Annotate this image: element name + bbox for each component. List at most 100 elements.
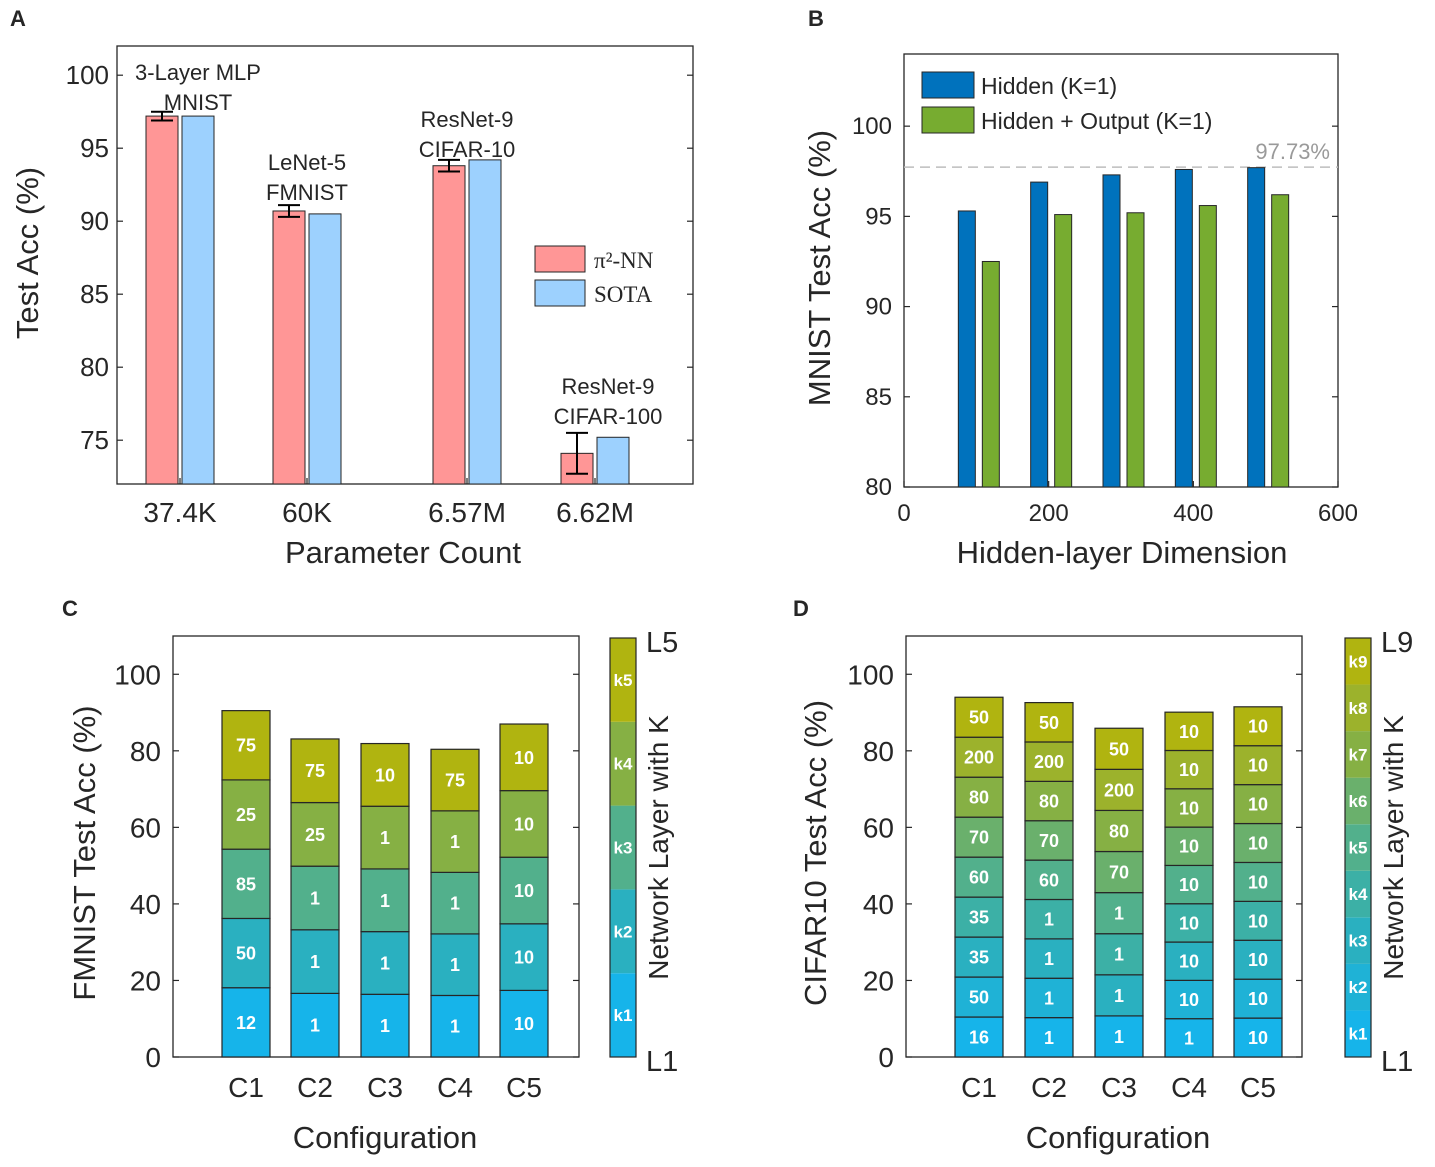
colorbar-segment xyxy=(610,805,636,890)
stack-segment xyxy=(1024,780,1074,822)
y-tick-label: 100 xyxy=(114,659,161,690)
colorbar-segment xyxy=(610,973,636,1057)
bar-sota xyxy=(468,159,502,485)
stack-segment xyxy=(499,923,549,992)
stack-segment xyxy=(1024,1017,1074,1058)
panel-b-ylabel: MNIST Test Acc (%) xyxy=(802,130,837,406)
segment-value-label: 10 xyxy=(514,881,534,901)
stack-segment xyxy=(221,779,271,850)
stack-segment xyxy=(1094,727,1144,770)
segment-value-label: 10 xyxy=(1179,952,1199,972)
bar-hidden-output xyxy=(1054,214,1073,488)
segment-value-label: 1 xyxy=(450,1017,460,1037)
bar-hidden xyxy=(1247,167,1266,488)
stack-segment xyxy=(221,710,271,781)
colorbar-segment xyxy=(610,721,636,806)
y-tick-label: 75 xyxy=(80,425,109,455)
y-tick-label: 20 xyxy=(130,965,161,996)
reference-label: 97.73% xyxy=(1255,139,1330,164)
x-tick-label: 400 xyxy=(1173,500,1213,527)
stack-segment xyxy=(221,987,271,1058)
y-tick-label: 40 xyxy=(863,889,894,920)
colorbar-tick-label: k2 xyxy=(614,922,633,941)
panel-b: 80 85 90 95 100 0 200 400 600 97.73% Hidden (K=1) H… xyxy=(852,53,1358,527)
segment-value-label: 10 xyxy=(1248,911,1268,931)
x-tick-label: C5 xyxy=(1240,1072,1276,1103)
annotation-dataset: FMNIST xyxy=(266,180,348,205)
segment-value-label: 80 xyxy=(1039,792,1059,812)
segment-value-label: 10 xyxy=(1179,990,1199,1010)
stack-segment xyxy=(360,742,410,807)
stack-segment xyxy=(1094,933,1144,976)
stack-segment xyxy=(1164,941,1214,981)
segment-value-label: 10 xyxy=(514,1014,534,1034)
stack-segment xyxy=(221,848,271,920)
colorbar-segment xyxy=(1345,870,1371,918)
stack-segment xyxy=(954,896,1004,938)
colorbar-tick-label: k4 xyxy=(614,755,633,774)
segment-value-label: 200 xyxy=(1034,752,1064,772)
segment-value-label: 200 xyxy=(964,748,994,768)
stack-segment xyxy=(954,696,1004,738)
x-tick-label: 6.57M xyxy=(428,497,506,528)
y-tick-label: 95 xyxy=(865,203,892,230)
y-tick-label: 80 xyxy=(130,736,161,767)
x-tick-label: C2 xyxy=(297,1072,333,1103)
y-tick-label: 90 xyxy=(80,206,109,236)
stack-segment xyxy=(1233,861,1283,902)
y-tick-label: 100 xyxy=(847,659,894,690)
segment-value-label: 60 xyxy=(969,868,989,888)
colorbar-top-label: L5 xyxy=(646,627,678,659)
segment-value-label: 1 xyxy=(1114,904,1124,924)
panel-letter-b: B xyxy=(808,6,824,31)
colorbar-frame xyxy=(1344,637,1372,1058)
segment-value-label: 10 xyxy=(1179,913,1199,933)
segment-value-label: 85 xyxy=(236,874,256,894)
annotation-dataset: CIFAR-100 xyxy=(554,404,663,429)
panel-letter-d: D xyxy=(793,596,809,621)
stack-segment xyxy=(954,976,1004,1018)
x-tick-label: 0 xyxy=(897,500,910,527)
y-tick-label: 40 xyxy=(130,889,161,920)
segment-value-label: 80 xyxy=(969,788,989,808)
panel-a: 75 80 85 90 95 100 37.4K 3-Layer MLP MNIST 60K LeN… xyxy=(66,45,694,528)
segment-value-label: 35 xyxy=(969,948,989,968)
legend-swatch-sota xyxy=(534,279,586,307)
stack-segment xyxy=(1024,898,1074,940)
stack-segment xyxy=(1233,978,1283,1019)
bar-pi2nn xyxy=(432,165,466,485)
stack-segment xyxy=(290,738,340,804)
stack-segment xyxy=(1164,711,1214,752)
annotation-dataset: MNIST xyxy=(164,90,232,115)
colorbar-segment xyxy=(1345,963,1371,1011)
colorbar-segment xyxy=(610,638,636,722)
segment-value-label: 1 xyxy=(1114,945,1124,965)
stack-segment xyxy=(360,868,410,933)
segment-value-label: 1 xyxy=(380,828,390,848)
bar-sota xyxy=(181,115,215,485)
x-tick-label: C1 xyxy=(961,1072,997,1103)
x-tick-label: C4 xyxy=(437,1072,473,1103)
segment-value-label: 10 xyxy=(375,765,395,785)
segment-value-label: 50 xyxy=(1109,739,1129,759)
segment-value-label: 12 xyxy=(236,1013,256,1033)
segment-value-label: 75 xyxy=(236,736,256,756)
colorbar-bottom-label: L1 xyxy=(1381,1046,1413,1078)
y-tick-label: 80 xyxy=(80,352,109,382)
segment-value-label: 25 xyxy=(305,825,325,845)
legend-label-sota: SOTA xyxy=(594,282,653,307)
segment-value-label: 70 xyxy=(1039,831,1059,851)
segment-value-label: 200 xyxy=(1104,780,1134,800)
segment-value-label: 70 xyxy=(969,828,989,848)
bar-hidden-output xyxy=(981,260,1000,488)
colorbar-tick-label: k9 xyxy=(1349,652,1368,671)
colorbar-segment xyxy=(1345,731,1371,778)
segment-value-label: 75 xyxy=(305,761,325,781)
segment-value-label: 75 xyxy=(445,771,465,791)
panel-letter-c: C xyxy=(62,596,78,621)
segment-value-label: 50 xyxy=(969,708,989,728)
x-tick-label: C5 xyxy=(506,1072,542,1103)
bar-hidden xyxy=(1174,168,1193,488)
segment-value-label: 10 xyxy=(1179,798,1199,818)
